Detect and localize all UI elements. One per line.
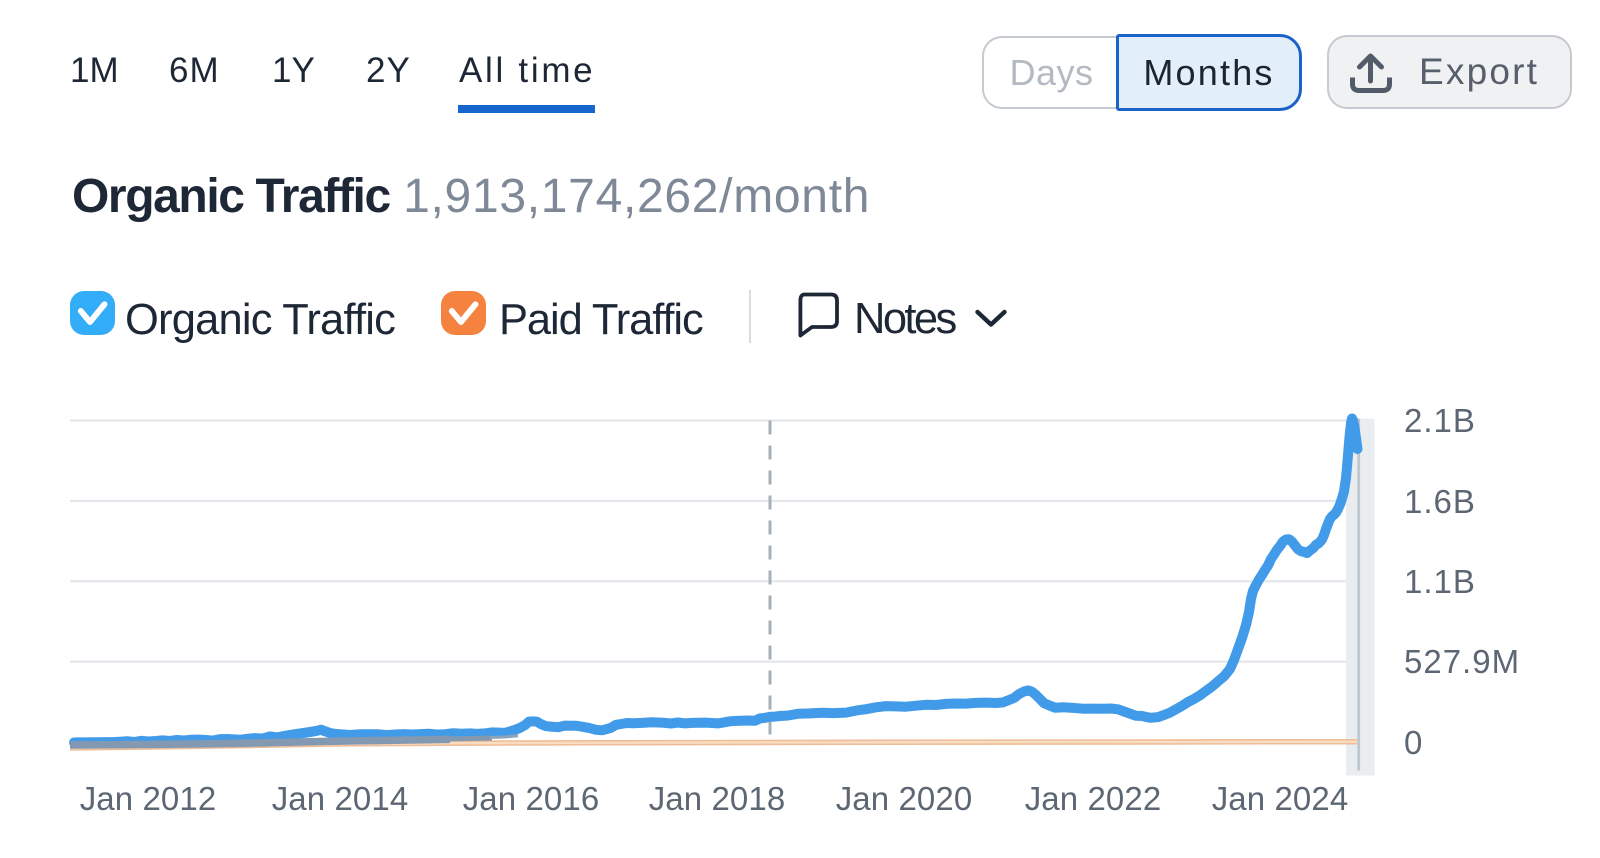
svg-text:527.9M: 527.9M	[1404, 643, 1520, 680]
svg-text:Jan 2020: Jan 2020	[836, 780, 973, 817]
svg-text:Jan 2014: Jan 2014	[272, 780, 409, 817]
svg-text:Jan 2022: Jan 2022	[1025, 780, 1162, 817]
svg-text:1.1B: 1.1B	[1404, 563, 1476, 600]
svg-text:0: 0	[1404, 724, 1423, 761]
svg-text:Jan 2016: Jan 2016	[463, 780, 600, 817]
svg-text:Jan 2024: Jan 2024	[1212, 780, 1349, 817]
svg-text:Jan 2012: Jan 2012	[80, 780, 217, 817]
svg-text:2.1B: 2.1B	[1404, 402, 1476, 439]
svg-text:1.6B: 1.6B	[1404, 483, 1476, 520]
svg-text:Jan 2018: Jan 2018	[649, 780, 786, 817]
